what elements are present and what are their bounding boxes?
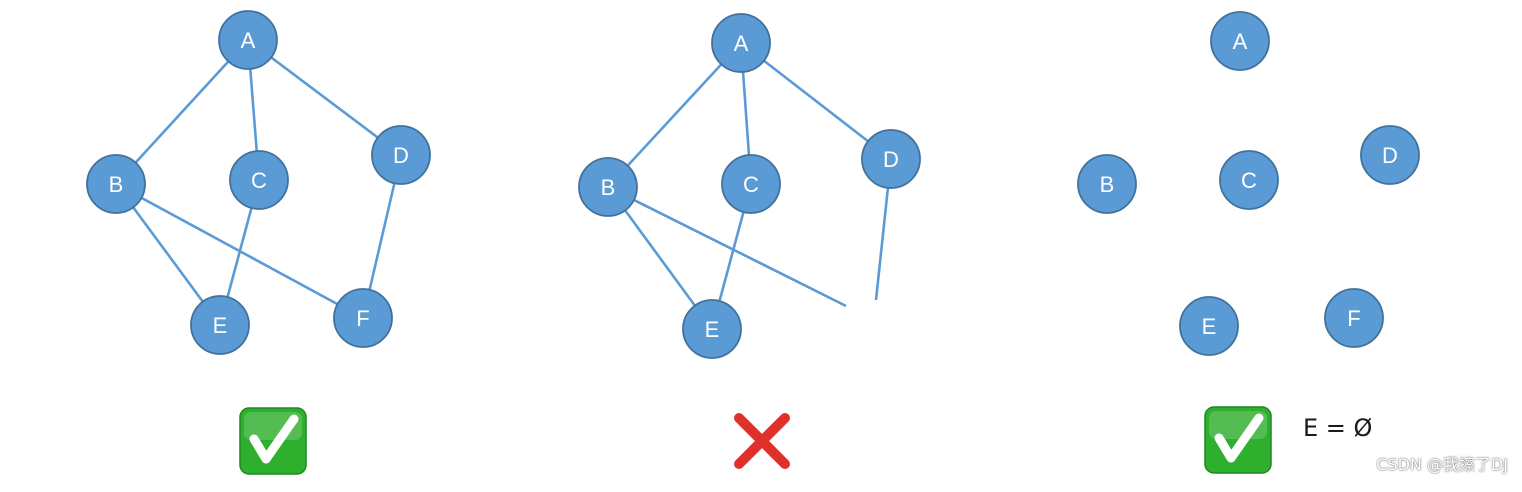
node-label: D xyxy=(393,143,409,168)
node-a: A xyxy=(219,11,277,69)
watermark: CSDN @我擦了DJ xyxy=(1376,451,1508,475)
node-c: C xyxy=(1220,151,1278,209)
node-c: C xyxy=(230,151,288,209)
node-label: F xyxy=(356,306,369,331)
node-label: E xyxy=(705,317,720,342)
node-label: C xyxy=(1241,168,1257,193)
node-label: E xyxy=(1202,314,1217,339)
cross-mark-icon xyxy=(739,418,785,464)
node-b: B xyxy=(1078,155,1136,213)
dangling-edge-b xyxy=(608,187,846,306)
node-e: E xyxy=(191,296,249,354)
node-label: F xyxy=(1347,306,1360,331)
node-label: C xyxy=(743,172,759,197)
node-b: B xyxy=(87,155,145,213)
node-b: B xyxy=(579,158,637,216)
node-label: B xyxy=(1100,172,1115,197)
node-f: F xyxy=(1325,289,1383,347)
node-label: D xyxy=(1382,143,1398,168)
node-label: A xyxy=(241,28,256,53)
node-label: A xyxy=(734,31,749,56)
node-label: D xyxy=(883,147,899,172)
node-e: E xyxy=(683,300,741,358)
node-label: B xyxy=(109,172,124,197)
node-a: A xyxy=(1211,12,1269,70)
check-mark-icon xyxy=(1205,407,1271,473)
node-d: D xyxy=(862,130,920,188)
empty-edge-set-label: E = Ø xyxy=(1303,414,1372,442)
node-d: D xyxy=(372,126,430,184)
node-label: B xyxy=(601,175,616,200)
node-c: C xyxy=(722,155,780,213)
node-a: A xyxy=(712,14,770,72)
node-label: C xyxy=(251,168,267,193)
node-e: E xyxy=(1180,297,1238,355)
node-label: A xyxy=(1233,29,1248,54)
node-d: D xyxy=(1361,126,1419,184)
check-mark-icon xyxy=(240,408,306,474)
node-label: E xyxy=(213,313,228,338)
node-f: F xyxy=(334,289,392,347)
